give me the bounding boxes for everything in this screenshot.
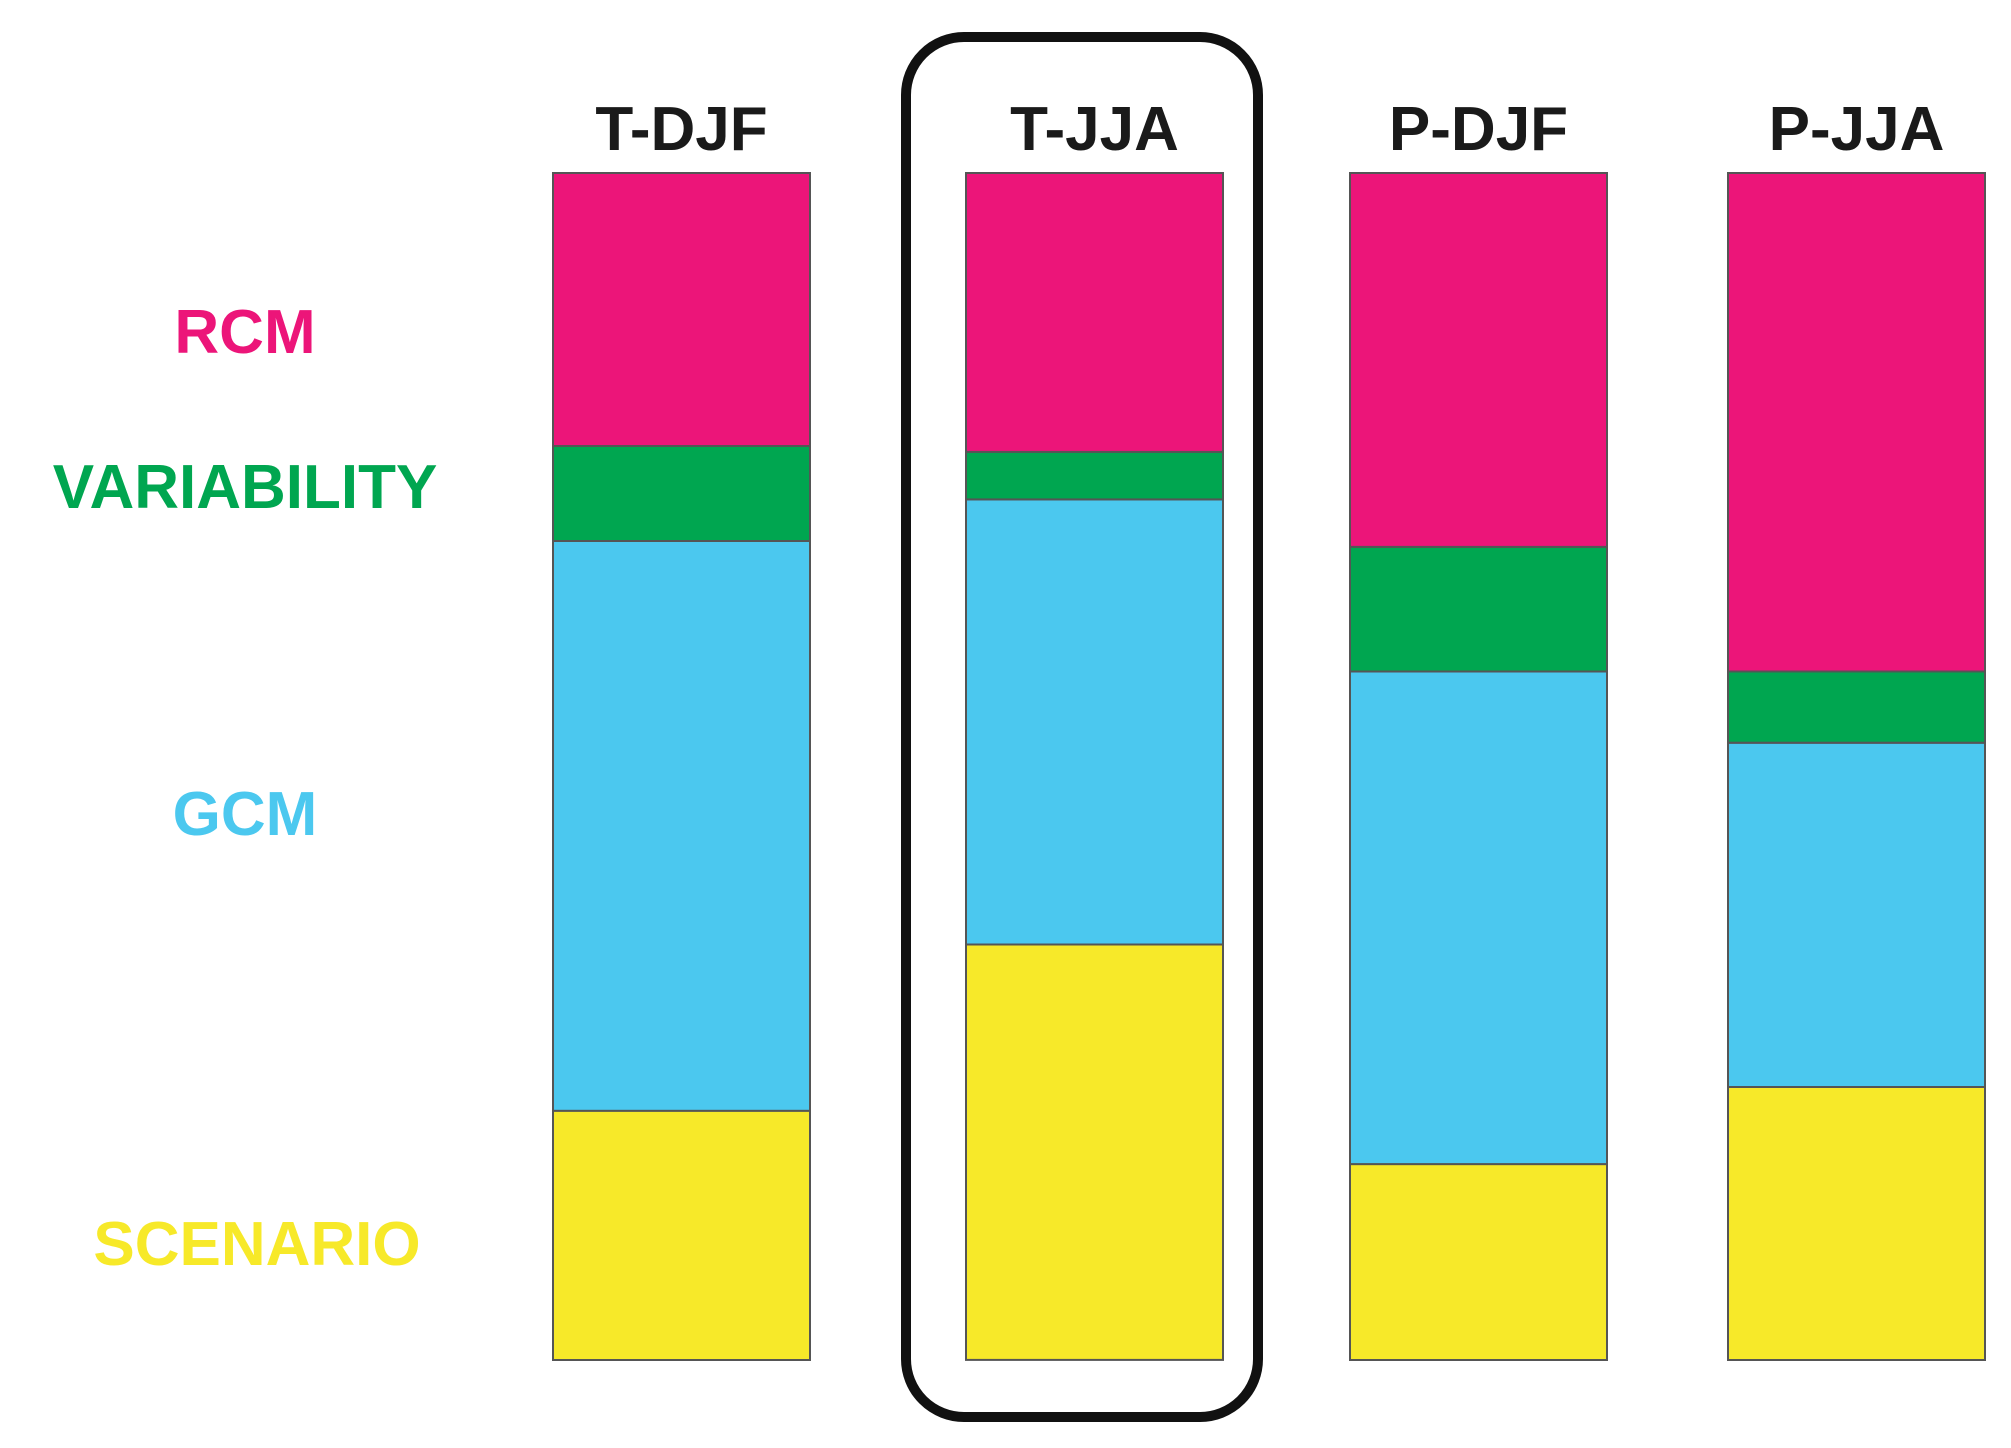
bar-segment-scenario-p-jja xyxy=(1727,1086,1986,1361)
bar-segment-variability-t-jja xyxy=(965,450,1224,501)
bar-segment-gcm-p-jja xyxy=(1727,741,1986,1088)
bar-segment-scenario-t-djf xyxy=(552,1109,811,1361)
bars-group xyxy=(552,172,1986,1361)
bar-segment-variability-t-djf xyxy=(552,445,811,542)
bar-segment-variability-p-djf xyxy=(1349,545,1608,673)
bar-segment-rcm-t-djf xyxy=(552,172,811,447)
category-label-t-jja: T-JJA xyxy=(1010,95,1179,164)
bar-segment-rcm-t-jja xyxy=(965,172,1224,453)
bar-segment-gcm-t-jja xyxy=(965,498,1224,946)
highlight-frame xyxy=(901,32,1263,1422)
category-label-t-djf: T-DJF xyxy=(595,95,767,164)
series-label-gcm: GCM xyxy=(173,780,318,849)
bar-segment-variability-p-jja xyxy=(1727,670,1986,744)
bar-segment-gcm-p-djf xyxy=(1349,670,1608,1166)
category-labels: T-DJF T-JJA P-DJF P-JJA xyxy=(595,95,1944,164)
bar-segment-scenario-t-jja xyxy=(965,943,1224,1361)
bar-segment-rcm-p-jja xyxy=(1727,172,1986,673)
category-label-p-djf: P-DJF xyxy=(1389,95,1568,164)
series-label-rcm: RCM xyxy=(174,298,315,367)
bar-segment-gcm-t-djf xyxy=(552,540,811,1112)
series-label-scenario: SCENARIO xyxy=(93,1210,420,1279)
bar-segment-rcm-p-djf xyxy=(1349,172,1608,548)
category-label-p-jja: P-JJA xyxy=(1769,95,1945,164)
bar-segment-scenario-p-djf xyxy=(1349,1163,1608,1361)
series-label-variability: VARIABILITY xyxy=(53,453,438,522)
